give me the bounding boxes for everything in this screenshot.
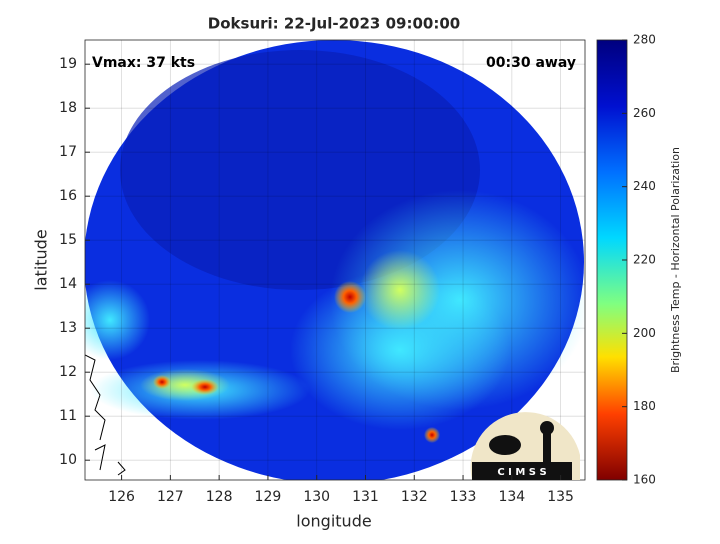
x-tick-label: 134 (498, 489, 525, 505)
colorbar-tick-label: 240 (633, 179, 656, 193)
x-tick-label: 131 (352, 489, 379, 505)
x-axis-label: longitude (296, 512, 371, 531)
annotation: 00:30 away (486, 55, 576, 71)
colorbar-tick-label: 180 (633, 399, 656, 413)
x-tick-label: 126 (108, 489, 135, 505)
x-tick-label: 128 (206, 489, 233, 505)
colorbar-tick-label: 280 (633, 33, 656, 47)
grid (85, 40, 585, 480)
y-axis-label: latitude (32, 229, 51, 290)
x-tick-label: 135 (547, 489, 574, 505)
y-tick-label: 14 (59, 276, 77, 292)
x-tick-label: 127 (157, 489, 184, 505)
chart-title: Doksuri: 22-Jul-2023 09:00:00 (208, 15, 460, 33)
y-tick-label: 17 (59, 144, 77, 160)
x-tick-label: 132 (401, 489, 428, 505)
y-tick-label: 12 (59, 364, 77, 380)
x-tick-label: 133 (450, 489, 477, 505)
x-tick-label: 129 (255, 489, 282, 505)
colorbar-tick-label: 220 (633, 253, 656, 267)
plot-frame (84, 39, 586, 481)
y-tick-label: 16 (59, 188, 77, 204)
colorbar-tick-label: 260 (633, 106, 656, 120)
y-tick-label: 13 (59, 320, 77, 336)
logo-text: C I M S S (497, 467, 546, 478)
y-tick-label: 10 (59, 452, 77, 468)
colorbar-tick-label: 160 (633, 473, 656, 487)
satellite-image (85, 40, 585, 480)
cimss-logo: C I M S S (470, 412, 580, 480)
y-tick-label: 11 (59, 408, 77, 424)
y-tick-label: 18 (59, 100, 77, 116)
y-tick-label: 15 (59, 232, 77, 248)
colorbar-label: Brightness Temp - Horizontal Polarizatio… (669, 147, 682, 373)
annotation: Vmax: 37 kts (92, 55, 195, 71)
colorbar-tick-label: 200 (633, 326, 656, 340)
y-tick-label: 19 (59, 56, 77, 72)
x-tick-label: 130 (303, 489, 330, 505)
